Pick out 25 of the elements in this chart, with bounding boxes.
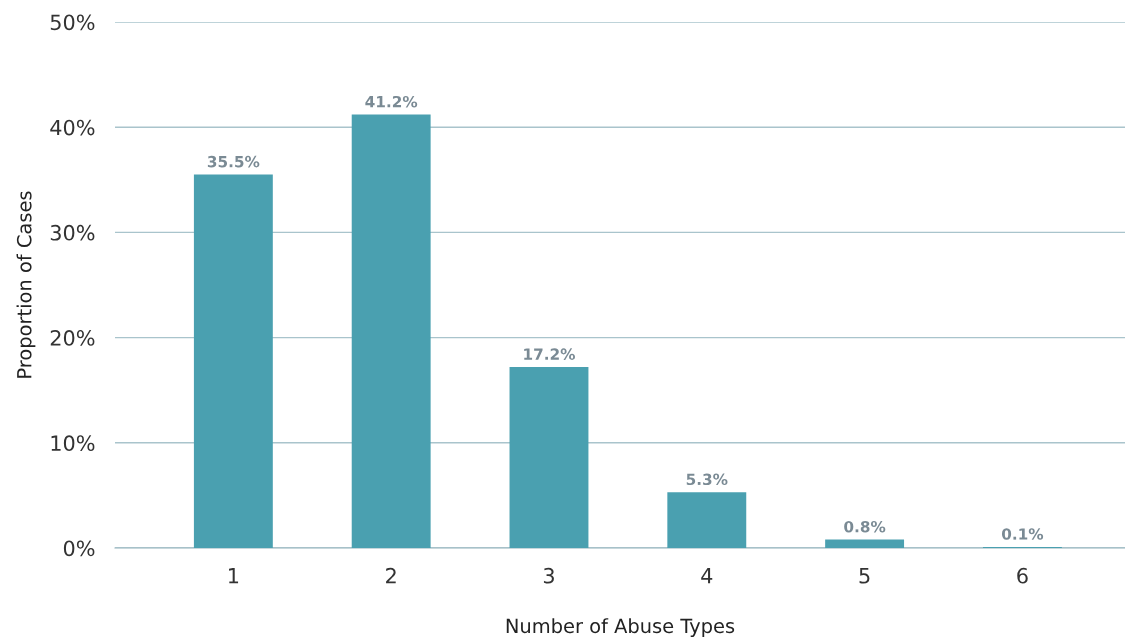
y-axis-title: Proportion of Cases [16,191,36,378]
y-tick-label: 30% [50,224,95,241]
y-tick-label: 10% [51,435,95,452]
x-tick-label: 5 [859,568,870,584]
x-axis-title: Number of Abuse Types [506,618,735,637]
data-label: 0.1% [1001,528,1044,540]
data-label: 35.5% [207,155,260,168]
y-tick-label: 40% [50,119,95,136]
bar [351,114,431,548]
data-label: 5.3% [686,473,728,486]
x-tick-label: 3 [543,567,554,584]
x-tick-label: 1 [229,568,239,584]
x-tick-label: 4 [701,568,713,584]
x-tick-label: 2 [386,567,396,584]
bar [667,492,747,548]
data-label: 17.2% [524,348,575,360]
bar [509,367,589,548]
data-label: 0.8% [844,520,886,533]
bar [193,174,273,548]
x-tick-label: 6 [1017,567,1028,584]
y-tick-label: 0% [63,540,95,557]
bar [825,539,905,548]
y-tick-label: 20% [50,330,95,346]
data-label: 41.2% [365,95,418,108]
y-tick-label: 50% [50,14,95,31]
